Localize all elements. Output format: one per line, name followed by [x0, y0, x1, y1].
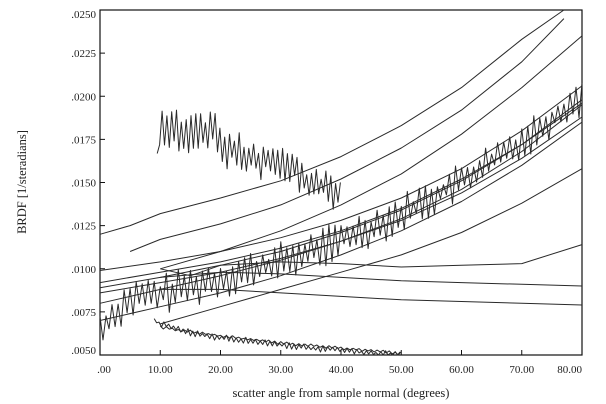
x-tick-label: 50.00: [389, 364, 414, 376]
y-tick-label: .0075: [71, 307, 96, 319]
tick-layer: .00 10.00 20.00 30.00 40.00 50.00 60.00 70.00 80…: [71, 9, 583, 376]
x-tick-label: 30.00: [268, 364, 293, 376]
series-line-10: [160, 244, 583, 277]
series-line-16: [153, 318, 401, 356]
y-tick-label: .0125: [71, 221, 96, 233]
y-tick-label: .0250: [71, 9, 96, 21]
series-line-5: [99, 121, 583, 321]
x-tick-label: .00: [97, 364, 111, 376]
x-tick-label: 60.00: [449, 364, 474, 376]
series-line-14: [99, 82, 583, 341]
y-tick-label: .0050: [71, 345, 96, 357]
x-axis-label: scatter angle from sample normal (degree…: [233, 386, 450, 400]
series-line-3: [99, 85, 583, 271]
series-line-11: [160, 271, 583, 287]
series-line-9: [160, 35, 583, 270]
y-tick-label: .0100: [71, 264, 96, 276]
series-line-17: [159, 325, 402, 356]
x-tick-label: 40.00: [329, 364, 354, 376]
x-tick-label: 10.00: [148, 364, 173, 376]
x-tick-label: 70.00: [509, 364, 534, 376]
y-tick-label: .0225: [71, 48, 96, 60]
series-layer: [99, 9, 583, 356]
series-line-8: [129, 18, 565, 252]
y-axis-label: BRDF [1/steradians]: [15, 130, 29, 234]
series-line-6: [99, 104, 583, 304]
series-line-1: [99, 102, 583, 284]
series-line-13: [160, 168, 583, 325]
y-tick-label: .0175: [71, 134, 96, 146]
series-line-7: [99, 9, 565, 235]
x-tick-label: 80.00: [557, 364, 582, 376]
y-tick-label: .0150: [71, 178, 96, 190]
y-tick-label: .0200: [71, 91, 96, 103]
x-tick-label: 20.00: [208, 364, 233, 376]
series-line-15: [156, 109, 341, 210]
